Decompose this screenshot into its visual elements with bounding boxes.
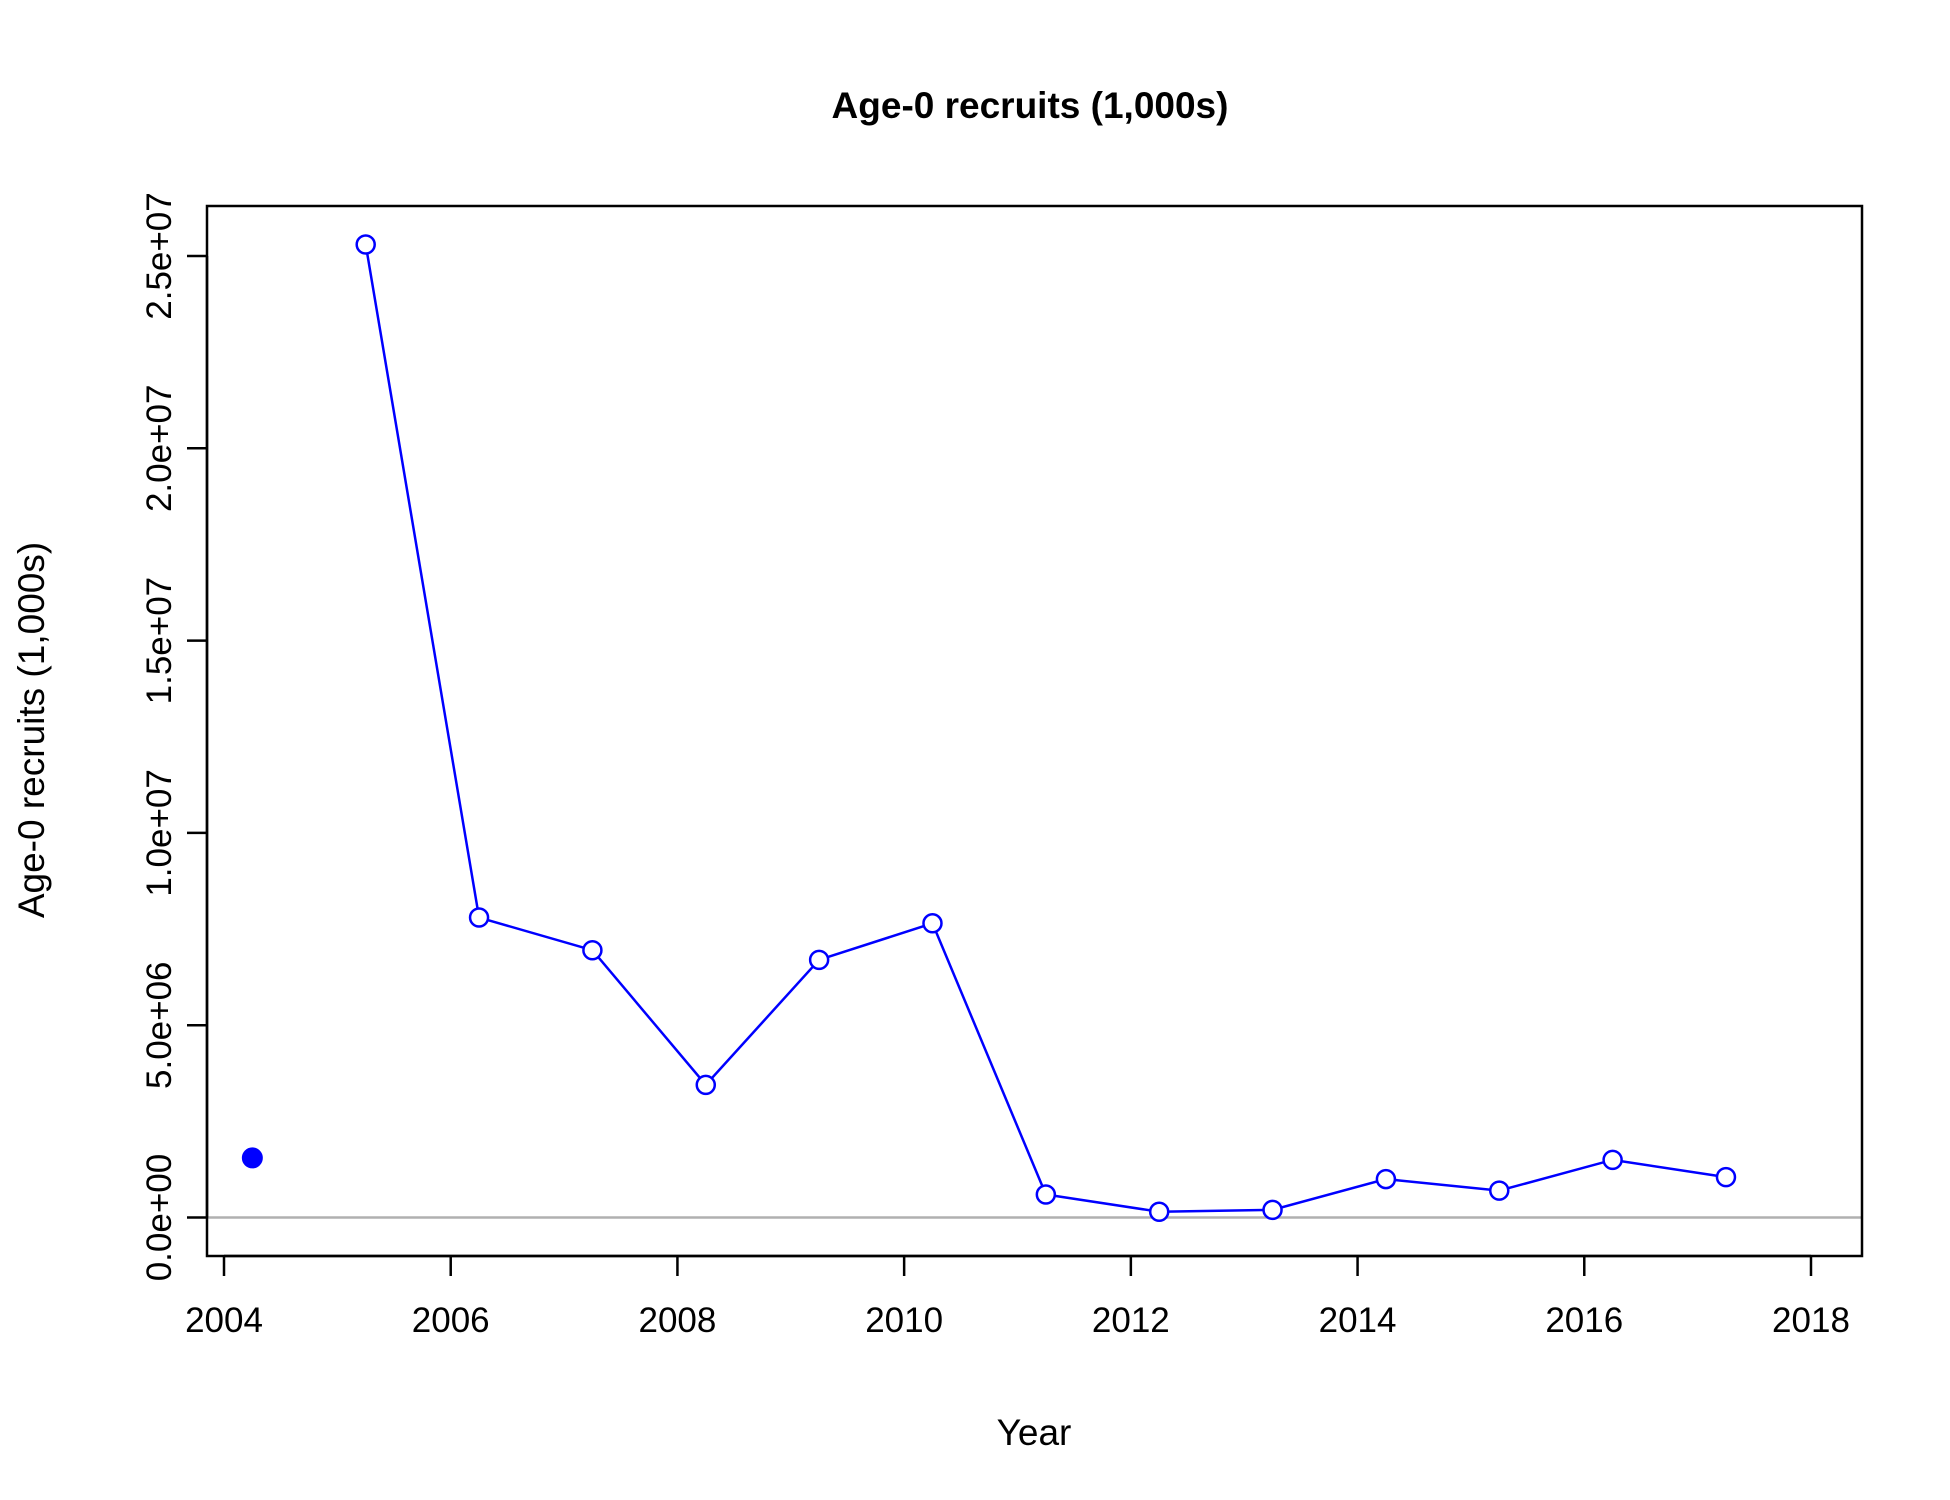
x-axis-label: Year [997, 1412, 1072, 1453]
y-tick-label-0: 0.0e+00 [140, 1154, 179, 1282]
highlight-point [241, 1147, 263, 1169]
x-tick-label-6: 2016 [1545, 1301, 1623, 1340]
y-tick-label-2: 1.0e+07 [140, 769, 179, 897]
x-tick-label-5: 2014 [1319, 1301, 1397, 1340]
data-point-7 [1148, 1201, 1170, 1223]
data-point-8 [1262, 1199, 1283, 1221]
x-tick-label-2: 2008 [638, 1301, 716, 1340]
data-point-9 [1375, 1168, 1397, 1190]
data-point-10 [1489, 1180, 1510, 1201]
data-point-2 [582, 939, 603, 961]
plot-frame [205, 204, 1864, 1258]
y-tick-label-5: 2.5e+07 [140, 192, 179, 320]
y-tick-label-3: 1.5e+07 [140, 577, 179, 705]
data-point-5 [922, 913, 943, 934]
y-axis-label: Age-0 recruits (1,000s) [11, 542, 52, 918]
data-point-11 [1602, 1149, 1623, 1171]
x-tick-label-1: 2006 [412, 1301, 490, 1340]
series-line [364, 244, 1727, 1214]
data-point-1 [468, 907, 490, 928]
data-point-4 [808, 949, 830, 971]
y-tick-label-4: 2.0e+07 [140, 385, 179, 513]
x-tick-label-0: 2004 [185, 1301, 263, 1340]
data-point-3 [695, 1074, 717, 1096]
chart-title: Age-0 recruits (1,000s) [832, 85, 1229, 126]
data-point-12 [1715, 1166, 1737, 1188]
y-tick-label-1: 5.0e+06 [140, 961, 179, 1089]
series-layer [241, 234, 1737, 1223]
data-point-6 [1035, 1184, 1057, 1205]
data-point-0 [355, 234, 376, 255]
x-tick-label-4: 2012 [1092, 1301, 1170, 1340]
axes-layer: 2004 2006 2008 2010 2012 2014 2016 2018 0.0e+00 5… [140, 192, 1864, 1340]
x-tick-label-3: 2010 [865, 1301, 943, 1340]
x-tick-label-7: 2018 [1772, 1301, 1850, 1340]
